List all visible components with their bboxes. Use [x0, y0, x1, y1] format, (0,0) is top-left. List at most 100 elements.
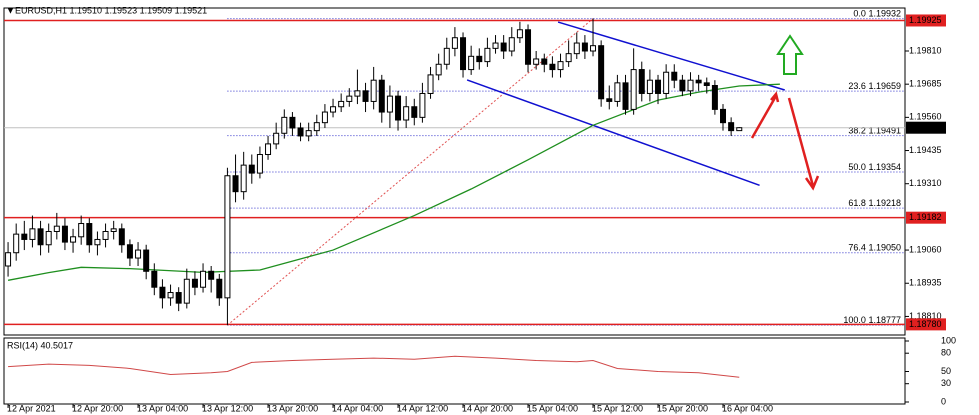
candle-body [646, 79, 653, 94]
candle-body [468, 55, 475, 71]
fib-level-price: 1.19932 [868, 9, 901, 19]
candle-body [354, 90, 361, 97]
candle-body [703, 82, 710, 87]
candle-body [135, 249, 142, 259]
candle-body [435, 63, 442, 76]
candle-body [216, 278, 223, 299]
candle-body [395, 95, 402, 121]
candle-body [305, 130, 312, 137]
candle-body [443, 47, 450, 65]
x-tick-label: 13 Apr 12:00 [202, 403, 253, 413]
candle-body [183, 278, 190, 304]
candle-body [118, 228, 125, 246]
x-tick-label: 14 Apr 12:00 [397, 403, 448, 413]
y-tick-label: 1.19685 [909, 79, 942, 89]
current-price-label: 1.19521 [909, 122, 942, 132]
candle-body [711, 85, 718, 110]
rsi-tick-label: 0 [941, 396, 946, 406]
candle-body [175, 292, 182, 304]
candle-body [5, 252, 12, 267]
y-tick-label: 1.19810 [909, 45, 942, 55]
fib-level-price: 1.19050 [868, 243, 901, 253]
candle-body [248, 164, 255, 174]
x-tick-label: 12 Apr 20:00 [72, 403, 123, 413]
y-tick-label: 1.18935 [909, 278, 942, 288]
red-arrow-down [787, 97, 815, 187]
fib-level-price: 1.19659 [868, 81, 901, 91]
fib-level-name: 0.0 [853, 9, 866, 19]
candle-body [61, 225, 68, 243]
candle-body [29, 228, 36, 240]
candle-body [516, 29, 523, 39]
fib-level-name: 61.8 [848, 199, 866, 209]
candle-body [240, 164, 247, 193]
x-tick-label: 15 Apr 04:00 [527, 403, 578, 413]
candle-body [508, 37, 515, 52]
fib-level-price: 1.19491 [868, 126, 901, 136]
candle-body [606, 98, 613, 102]
red-level-label: 1.19925 [909, 15, 942, 25]
candle-body [86, 223, 93, 246]
fib-level-name: 100.0 [843, 316, 866, 326]
red-level-tag [906, 14, 946, 27]
y-tick-label: 1.19560 [909, 112, 942, 122]
candle-body [167, 292, 174, 299]
candle-body [590, 45, 597, 52]
candle-body [70, 236, 77, 243]
candle-body [362, 90, 369, 102]
candle-body [492, 42, 499, 49]
candle-body [500, 42, 507, 52]
x-tick-label: 12 Apr 2021 [7, 403, 56, 413]
candle-body [736, 127, 743, 132]
candle-body [281, 116, 288, 134]
candle-body [598, 45, 605, 100]
candle-body [78, 223, 85, 238]
candle-body [476, 55, 483, 63]
fib-label: 76.4 1.19050 [848, 243, 901, 253]
red-level-tag [906, 318, 946, 331]
rsi-tick-label: 50 [941, 366, 951, 376]
x-tick-label: 14 Apr 20:00 [462, 403, 513, 413]
moving-average [7, 83, 780, 281]
candle-body [460, 37, 467, 71]
candle-body [484, 47, 491, 63]
x-tick-label: 16 Apr 04:00 [722, 403, 773, 413]
y-tick-label: 1.19435 [909, 145, 942, 155]
candle-body [191, 278, 198, 288]
candle-body [411, 106, 418, 118]
candle-body [622, 82, 629, 110]
x-tick-label: 13 Apr 04:00 [137, 403, 188, 413]
up-arrow [776, 34, 804, 75]
candle-body [370, 79, 377, 102]
rsi-tick-label: 80 [941, 348, 951, 358]
red-level-label: 1.19182 [909, 212, 942, 222]
fib-level-name: 23.6 [848, 81, 866, 91]
fib-label: 61.8 1.19218 [848, 199, 901, 209]
candle-body [378, 79, 385, 113]
plot-layer: 1.19810 1.19685 1.19560 1.19435 1.19310 1.190… [4, 9, 956, 413]
candle-body [289, 116, 296, 129]
candle-body [671, 71, 678, 81]
rsi-tick-label: 100 [941, 335, 956, 345]
candle-body [655, 79, 662, 94]
trendline [557, 21, 785, 91]
fib-level-name: 76.4 [848, 243, 866, 253]
fib-label: 50.0 1.19354 [848, 162, 901, 172]
current-price-tag [906, 121, 946, 134]
candle-body [143, 249, 150, 272]
candle-body [273, 132, 280, 145]
candle-body [403, 106, 410, 121]
candle-body [126, 244, 133, 259]
candle-body [695, 79, 702, 84]
fib-level-price: 1.19354 [868, 162, 901, 172]
candle-body [13, 233, 20, 254]
candle-body [581, 42, 588, 52]
fib-level-name: 38.2 [848, 126, 866, 136]
candle-body [630, 69, 637, 110]
candle-body [159, 286, 166, 299]
candle-body [338, 100, 345, 108]
x-tick-label: 15 Apr 20:00 [657, 403, 708, 413]
y-tick-label: 1.19310 [909, 178, 942, 188]
